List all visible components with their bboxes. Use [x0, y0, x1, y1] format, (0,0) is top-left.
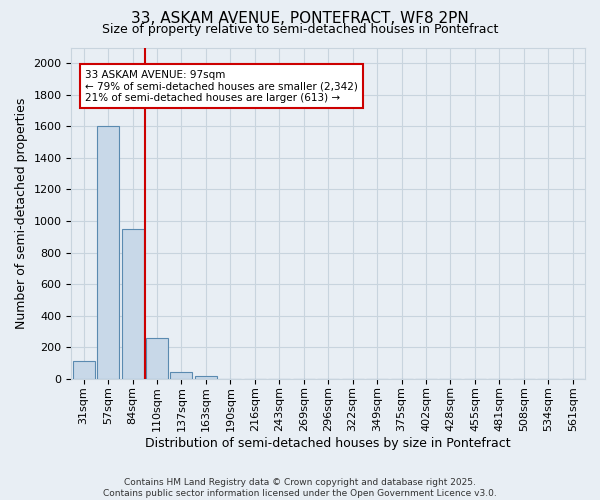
Text: Contains HM Land Registry data © Crown copyright and database right 2025.
Contai: Contains HM Land Registry data © Crown c…	[103, 478, 497, 498]
Bar	[170, 372, 193, 378]
Y-axis label: Number of semi-detached properties: Number of semi-detached properties	[15, 98, 28, 329]
Text: Size of property relative to semi-detached houses in Pontefract: Size of property relative to semi-detach…	[102, 22, 498, 36]
Bar	[97, 126, 119, 378]
Bar	[122, 229, 143, 378]
Bar	[73, 362, 95, 378]
Bar	[146, 338, 168, 378]
Text: 33 ASKAM AVENUE: 97sqm
← 79% of semi-detached houses are smaller (2,342)
21% of : 33 ASKAM AVENUE: 97sqm ← 79% of semi-det…	[85, 70, 358, 103]
X-axis label: Distribution of semi-detached houses by size in Pontefract: Distribution of semi-detached houses by …	[145, 437, 511, 450]
Text: 33, ASKAM AVENUE, PONTEFRACT, WF8 2PN: 33, ASKAM AVENUE, PONTEFRACT, WF8 2PN	[131, 11, 469, 26]
Bar	[195, 376, 217, 378]
